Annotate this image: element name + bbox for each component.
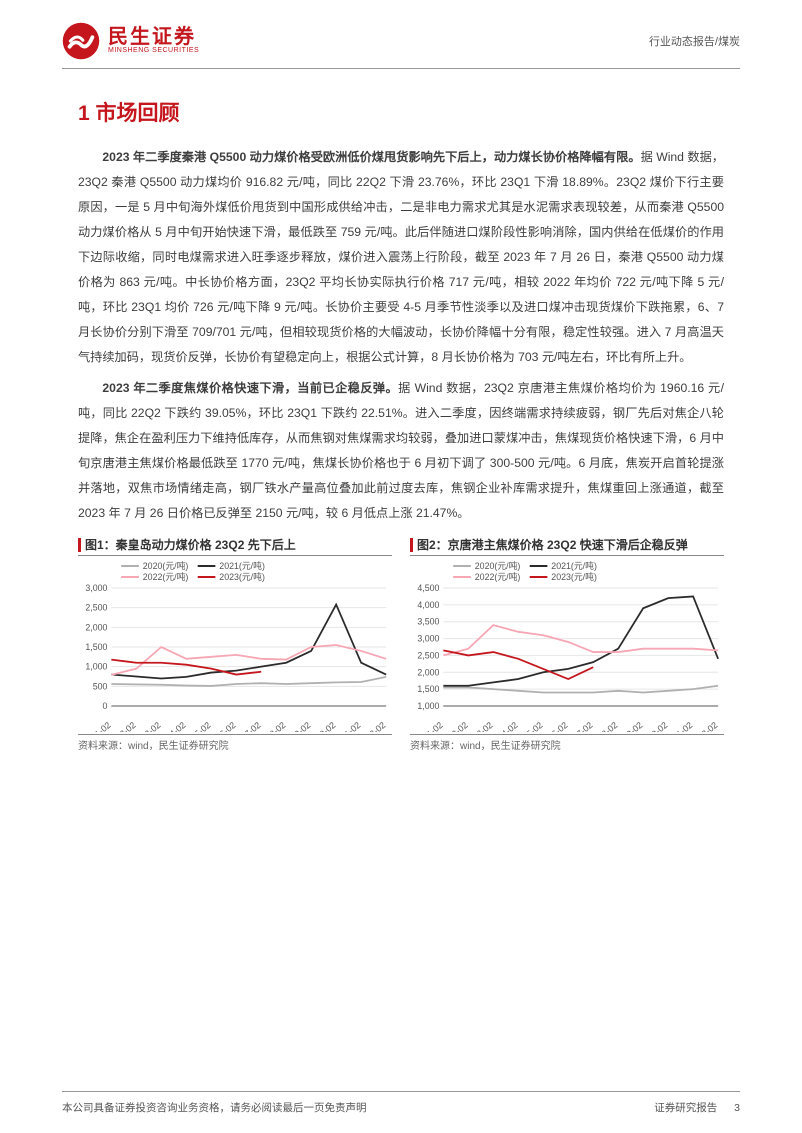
svg-text:05-02: 05-02 xyxy=(189,720,213,732)
chart-2-source: 资料来源：wind，民生证券研究院 xyxy=(410,734,724,752)
svg-text:06-02: 06-02 xyxy=(214,720,238,732)
svg-text:11-02: 11-02 xyxy=(339,720,362,732)
svg-text:2020(元/吨): 2020(元/吨) xyxy=(143,560,189,571)
svg-text:05-02: 05-02 xyxy=(521,720,545,732)
svg-text:03-02: 03-02 xyxy=(139,720,163,732)
svg-text:2021(元/吨): 2021(元/吨) xyxy=(551,560,597,571)
p1-body: 据 Wind 数据，23Q2 秦港 Q5500 动力煤均价 916.82 元/吨… xyxy=(78,150,724,364)
charts-row: 图1：秦皇岛动力煤价格 23Q2 先下后上 0 500 1,000 1,500 2,00… xyxy=(78,536,724,752)
svg-text:2022(元/吨): 2022(元/吨) xyxy=(475,571,521,582)
brand-name-en: MINSHENG SECURITIES xyxy=(108,47,199,55)
svg-text:3,000: 3,000 xyxy=(417,634,439,644)
svg-text:1,000: 1,000 xyxy=(417,701,439,711)
svg-text:09-02: 09-02 xyxy=(621,720,645,732)
svg-text:2,500: 2,500 xyxy=(85,603,107,613)
chart-2-title: 图2：京唐港主焦煤价格 23Q2 快速下滑后企稳反弹 xyxy=(417,536,688,553)
svg-text:12-02: 12-02 xyxy=(696,720,720,732)
chart-1-title: 图1：秦皇岛动力煤价格 23Q2 先下后上 xyxy=(85,536,296,553)
page-number: 3 xyxy=(720,1102,740,1114)
svg-text:2023(元/吨): 2023(元/吨) xyxy=(219,571,265,582)
p2-body: 据 Wind 数据，23Q2 京唐港主焦煤价格均价为 1960.16 元/吨，同… xyxy=(78,381,724,520)
main-content: 1 市场回顾 2023 年二季度秦港 Q5500 动力煤价格受欧洲低价煤甩货影响… xyxy=(0,69,802,752)
svg-text:1,000: 1,000 xyxy=(85,662,107,672)
footer-divider xyxy=(62,1091,740,1092)
chart-title-accent-icon xyxy=(410,538,413,552)
brand-name-cn: 民生证券 xyxy=(108,27,199,47)
chart-1-source: 资料来源：wind，民生证券研究院 xyxy=(78,734,392,752)
chart-1-column: 图1：秦皇岛动力煤价格 23Q2 先下后上 0 500 1,000 1,500 2,00… xyxy=(78,536,392,752)
p1-lead: 2023 年二季度秦港 Q5500 动力煤价格受欧洲低价煤甩货影响先下后上，动力… xyxy=(102,150,640,164)
svg-text:12-02: 12-02 xyxy=(364,720,388,732)
svg-text:01-02: 01-02 xyxy=(89,720,113,732)
p2-lead: 2023 年二季度焦煤价格快速下滑，当前已企稳反弹。 xyxy=(102,381,398,395)
svg-text:3,500: 3,500 xyxy=(417,617,439,627)
svg-text:07-02: 07-02 xyxy=(239,720,263,732)
minsheng-logo-icon xyxy=(62,22,100,60)
svg-text:03-02: 03-02 xyxy=(471,720,495,732)
svg-text:0: 0 xyxy=(103,701,108,711)
svg-text:04-02: 04-02 xyxy=(164,720,188,732)
footer-report-label: 证券研究报告 xyxy=(654,1102,717,1114)
chart-1-plot: 05001,0001,5002,0002,5003,00001-0202-020… xyxy=(78,560,392,732)
svg-text:3,000: 3,000 xyxy=(85,583,107,593)
svg-text:1,500: 1,500 xyxy=(85,642,107,652)
chart-title-accent-icon xyxy=(78,538,81,552)
doc-category: 行业动态报告/煤炭 xyxy=(649,33,740,49)
svg-text:04-02: 04-02 xyxy=(496,720,520,732)
svg-text:10-02: 10-02 xyxy=(314,720,338,732)
page-header: 民生证券 MINSHENG SECURITIES 行业动态报告/煤炭 xyxy=(0,0,802,68)
svg-text:2020(元/吨): 2020(元/吨) xyxy=(475,560,521,571)
svg-text:2,000: 2,000 xyxy=(417,667,439,677)
svg-text:09-02: 09-02 xyxy=(289,720,313,732)
svg-text:1,500: 1,500 xyxy=(417,684,439,694)
svg-text:4,500: 4,500 xyxy=(417,583,439,593)
footer-disclaimer: 本公司具备证券投资咨询业务资格，请务必阅读最后一页免责声明 xyxy=(62,1100,367,1115)
svg-text:4,000: 4,000 xyxy=(417,600,439,610)
svg-text:08-02: 08-02 xyxy=(596,720,620,732)
chart-2-plot: 1,000 1,500 2,000 2,500 3,000 3,500 4,000 4,500… xyxy=(410,560,724,732)
brand-logo: 民生证券 MINSHENG SECURITIES xyxy=(62,22,199,60)
svg-text:2,500: 2,500 xyxy=(417,651,439,661)
svg-text:10-02: 10-02 xyxy=(646,720,670,732)
svg-text:02-02: 02-02 xyxy=(446,720,470,732)
section-heading: 1 市场回顾 xyxy=(78,97,724,127)
svg-text:11-02: 11-02 xyxy=(671,720,694,732)
svg-text:06-02: 06-02 xyxy=(546,720,570,732)
svg-text:07-02: 07-02 xyxy=(571,720,595,732)
svg-text:2023(元/吨): 2023(元/吨) xyxy=(551,571,597,582)
svg-text:500: 500 xyxy=(93,681,108,691)
page-footer: 本公司具备证券投资咨询业务资格，请务必阅读最后一页免责声明 证券研究报告 3 xyxy=(0,1091,802,1133)
svg-text:2022(元/吨): 2022(元/吨) xyxy=(143,571,189,582)
svg-text:08-02: 08-02 xyxy=(264,720,288,732)
chart-2-column: 图2：京唐港主焦煤价格 23Q2 快速下滑后企稳反弹 1,000 1,500 2,0… xyxy=(410,536,724,752)
svg-text:2,000: 2,000 xyxy=(85,622,107,632)
svg-text:2021(元/吨): 2021(元/吨) xyxy=(219,560,265,571)
paragraph-1: 2023 年二季度秦港 Q5500 动力煤价格受欧洲低价煤甩货影响先下后上，动力… xyxy=(78,145,724,370)
svg-text:02-02: 02-02 xyxy=(114,720,138,732)
svg-text:01-02: 01-02 xyxy=(421,720,445,732)
paragraph-2: 2023 年二季度焦煤价格快速下滑，当前已企稳反弹。据 Wind 数据，23Q2… xyxy=(78,376,724,526)
